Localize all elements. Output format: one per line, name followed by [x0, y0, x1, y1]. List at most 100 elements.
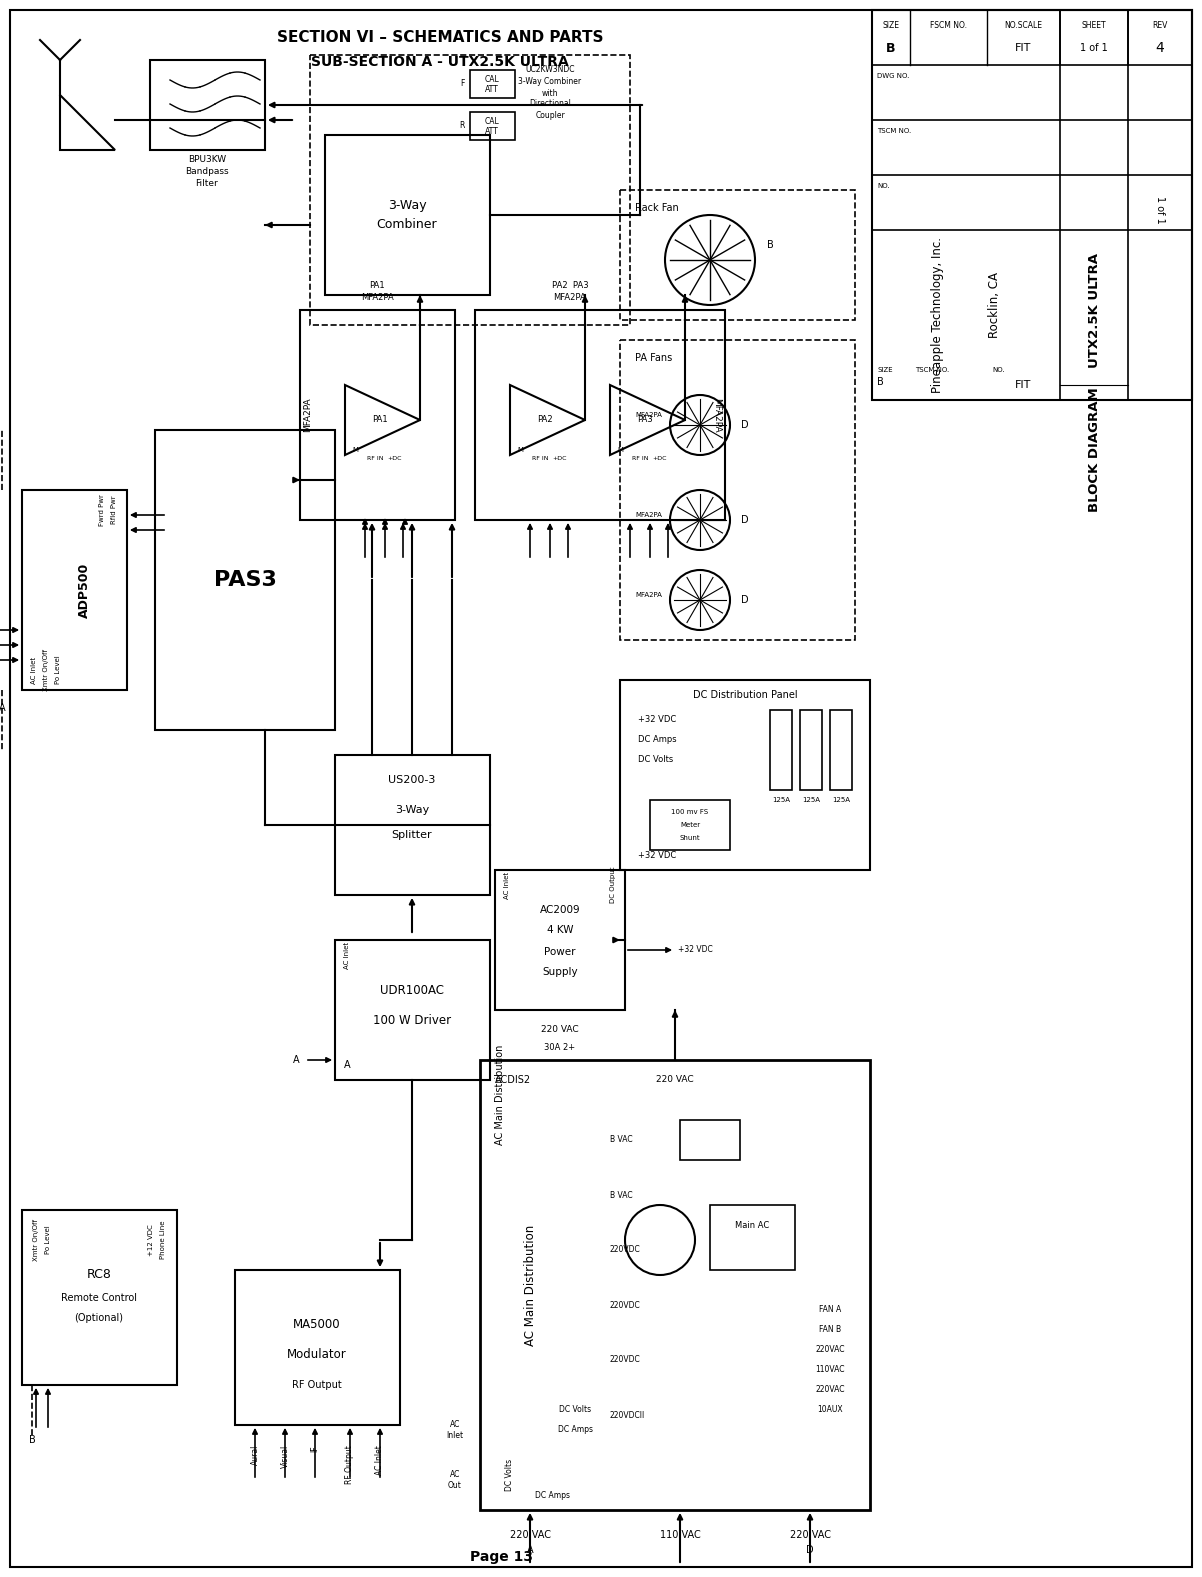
- Text: FIT: FIT: [1014, 380, 1031, 390]
- Text: Bandpass: Bandpass: [185, 167, 228, 177]
- Text: ATT: ATT: [486, 85, 499, 95]
- Text: Xmtr On/Off: Xmtr On/Off: [32, 1219, 38, 1262]
- Text: MFA2PA: MFA2PA: [554, 293, 587, 303]
- Text: Supply: Supply: [542, 967, 578, 978]
- Text: 220 VAC: 220 VAC: [510, 1530, 551, 1541]
- Text: TSCM NO.: TSCM NO.: [877, 128, 911, 134]
- Text: B: B: [886, 41, 895, 55]
- Text: M: M: [352, 446, 358, 453]
- Text: 220VDC: 220VDC: [609, 1356, 641, 1364]
- Text: IF: IF: [310, 1445, 320, 1451]
- Text: UDR100AC: UDR100AC: [380, 984, 444, 997]
- Text: PA2  PA3: PA2 PA3: [552, 282, 588, 290]
- Text: BLOCK DIAGRAM: BLOCK DIAGRAM: [1088, 388, 1101, 513]
- Text: ATT: ATT: [486, 128, 499, 137]
- Bar: [22, 490, 127, 691]
- Text: RF Output: RF Output: [345, 1445, 355, 1484]
- Text: 100 W Driver: 100 W Driver: [373, 1014, 451, 1027]
- Bar: [335, 940, 490, 1080]
- Text: REV: REV: [1153, 21, 1167, 30]
- Text: AC Inlet: AC Inlet: [344, 941, 350, 968]
- Text: DC Amps: DC Amps: [638, 735, 677, 744]
- Text: 220VAC: 220VAC: [815, 1386, 845, 1394]
- Text: PAS3: PAS3: [214, 569, 276, 590]
- Text: B: B: [767, 240, 773, 251]
- Text: RF IN: RF IN: [367, 456, 383, 460]
- Text: UC2KW3NDC: UC2KW3NDC: [525, 66, 575, 74]
- Bar: [801, 710, 822, 790]
- Text: AC Inlet: AC Inlet: [31, 656, 37, 683]
- Text: 10AUX: 10AUX: [817, 1405, 843, 1415]
- Text: Phone Line: Phone Line: [160, 1221, 166, 1260]
- Bar: [475, 311, 725, 520]
- Text: PA1: PA1: [373, 415, 388, 424]
- Text: 220 VAC: 220 VAC: [790, 1530, 831, 1541]
- Text: US200-3: US200-3: [388, 774, 435, 785]
- Text: AC
Out: AC Out: [448, 1470, 462, 1490]
- Text: Splitter: Splitter: [392, 830, 433, 841]
- Text: 3-Way Combiner: 3-Way Combiner: [518, 77, 582, 87]
- Text: MFA2PA: MFA2PA: [713, 397, 721, 432]
- Text: FAN B: FAN B: [819, 1326, 841, 1334]
- Bar: [620, 680, 870, 871]
- Text: Rack Fan: Rack Fan: [635, 203, 679, 213]
- Text: Coupler: Coupler: [535, 110, 565, 120]
- Bar: [470, 112, 514, 140]
- Text: 3-Way: 3-Way: [395, 804, 429, 815]
- Text: Shunt: Shunt: [679, 834, 701, 841]
- Text: Po Level: Po Level: [55, 656, 61, 684]
- Text: D: D: [807, 1545, 814, 1555]
- Text: NO.: NO.: [877, 183, 889, 189]
- Text: Remote Control: Remote Control: [61, 1293, 137, 1303]
- Text: DC Volts: DC Volts: [559, 1405, 591, 1415]
- Text: Aural: Aural: [250, 1445, 260, 1465]
- Text: DC Output: DC Output: [609, 867, 615, 904]
- Text: 30A 2+: 30A 2+: [545, 1044, 576, 1052]
- Text: M: M: [517, 446, 523, 453]
- Text: A: A: [293, 1055, 300, 1064]
- Text: NO.: NO.: [992, 367, 1005, 374]
- Text: 220VDC: 220VDC: [609, 1246, 641, 1254]
- Text: 4 KW: 4 KW: [547, 926, 573, 935]
- Text: BPU3KW: BPU3KW: [188, 156, 226, 164]
- Bar: [22, 1210, 177, 1385]
- Bar: [300, 311, 456, 520]
- Text: MFA2PA: MFA2PA: [303, 397, 313, 432]
- Text: 125A: 125A: [802, 796, 820, 803]
- Bar: [335, 755, 490, 896]
- Text: MFA2PA: MFA2PA: [361, 293, 393, 303]
- Text: Page 13: Page 13: [470, 1550, 532, 1564]
- Bar: [470, 69, 514, 98]
- Text: FAN A: FAN A: [819, 1306, 841, 1315]
- Text: AC
Inlet: AC Inlet: [446, 1421, 464, 1440]
- Text: DC Volts: DC Volts: [638, 755, 673, 765]
- Bar: [831, 710, 852, 790]
- Text: Rocklin, CA: Rocklin, CA: [988, 271, 1001, 337]
- Text: PA2: PA2: [537, 415, 553, 424]
- Text: CAL: CAL: [484, 117, 499, 126]
- Text: FSCM NO.: FSCM NO.: [929, 21, 966, 30]
- Text: DC Distribution Panel: DC Distribution Panel: [692, 691, 797, 700]
- Text: RF IN: RF IN: [632, 456, 648, 460]
- Text: CAL: CAL: [484, 74, 499, 84]
- Text: 110 VAC: 110 VAC: [660, 1530, 701, 1541]
- Text: Filter: Filter: [196, 180, 219, 189]
- Text: PA1: PA1: [369, 282, 385, 290]
- Bar: [325, 136, 490, 295]
- Text: DC Amps: DC Amps: [558, 1426, 593, 1435]
- Text: +DC: +DC: [388, 456, 403, 460]
- Text: +32 VDC: +32 VDC: [638, 716, 677, 724]
- Text: 220 VAC: 220 VAC: [656, 1076, 694, 1085]
- Text: 1 of 1: 1 of 1: [1155, 196, 1165, 224]
- Text: MFA2PA: MFA2PA: [635, 513, 662, 517]
- Text: +12 VDC: +12 VDC: [148, 1224, 154, 1255]
- Text: Combiner: Combiner: [376, 219, 438, 232]
- Bar: [480, 1060, 870, 1511]
- Text: A: A: [526, 1545, 534, 1555]
- Bar: [150, 60, 264, 150]
- Text: 4: 4: [1155, 41, 1165, 55]
- Text: D: D: [742, 516, 749, 525]
- Text: AC Inlet: AC Inlet: [375, 1445, 385, 1474]
- Bar: [620, 189, 855, 320]
- Text: PA Fans: PA Fans: [635, 353, 672, 363]
